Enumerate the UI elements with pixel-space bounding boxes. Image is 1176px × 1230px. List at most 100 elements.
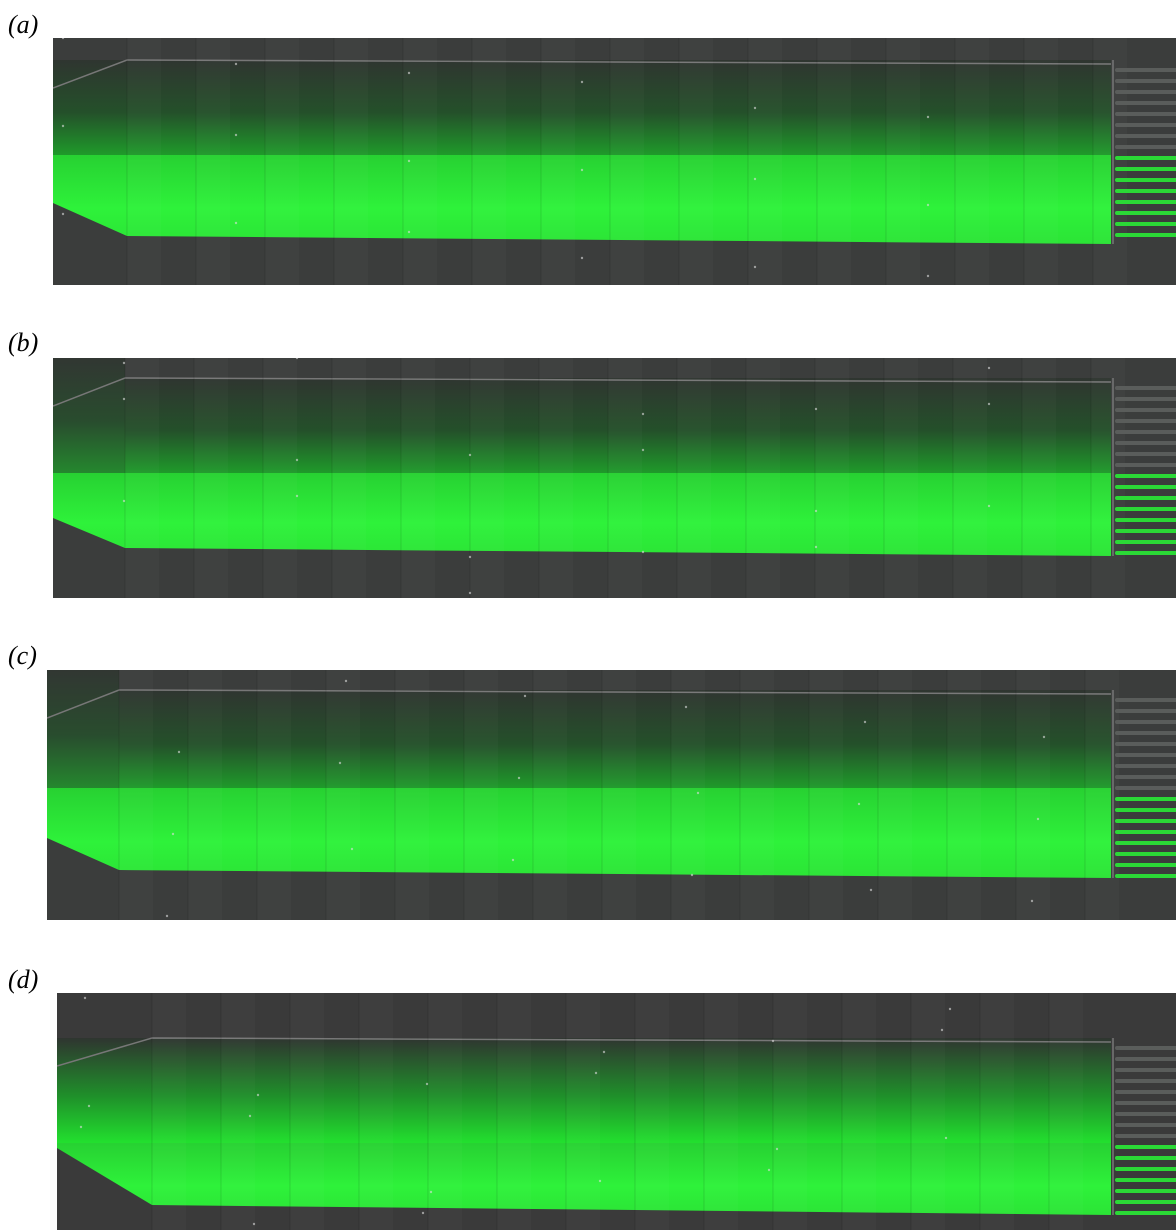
outlet <box>1115 134 1176 138</box>
speck <box>1036 817 1040 821</box>
tile-shade <box>677 358 711 598</box>
speck <box>234 62 238 66</box>
speck <box>468 453 472 457</box>
channel-line <box>47 689 1112 719</box>
micrograph <box>47 670 1176 920</box>
tile-shade <box>152 993 186 1230</box>
outlet <box>1115 698 1176 702</box>
speck <box>295 458 299 462</box>
tile-shade <box>472 38 506 285</box>
outlet <box>1115 408 1176 412</box>
tile-shade <box>401 358 435 598</box>
speck <box>468 555 472 559</box>
speck <box>814 407 818 411</box>
outlet <box>1115 1046 1176 1050</box>
speck <box>987 504 991 508</box>
micrograph <box>53 358 1176 598</box>
outlet <box>1115 518 1176 522</box>
outlet <box>1115 200 1176 204</box>
tile-shade <box>332 358 366 598</box>
speck <box>165 914 169 918</box>
speck <box>429 1190 433 1194</box>
tile-shade <box>470 358 504 598</box>
tile-shade <box>980 993 1014 1230</box>
tile-shade <box>196 38 230 285</box>
speck <box>421 1211 425 1215</box>
speck <box>248 1114 252 1118</box>
outlet <box>1115 397 1176 401</box>
speck <box>641 448 645 452</box>
outlet <box>1115 764 1176 768</box>
outlet <box>1115 419 1176 423</box>
speck <box>517 776 521 780</box>
tile-shade <box>263 358 297 598</box>
speck <box>775 1147 779 1151</box>
outlet <box>1115 1178 1176 1182</box>
speck <box>61 212 65 216</box>
speck <box>234 221 238 225</box>
outlet <box>1115 90 1176 94</box>
speck <box>295 494 299 498</box>
speck <box>940 1028 944 1032</box>
speck <box>61 124 65 128</box>
tile-shade <box>740 670 774 920</box>
tile-shade <box>1016 670 1050 920</box>
outlet <box>1115 731 1176 735</box>
tile-shade <box>1024 38 1058 285</box>
tile-shade <box>1022 358 1056 598</box>
corner <box>47 670 119 788</box>
tile-shade <box>817 38 851 285</box>
outlet <box>1115 753 1176 757</box>
tile-shade <box>257 670 291 920</box>
outlet <box>1115 852 1176 856</box>
speck <box>863 720 867 724</box>
outlet <box>1115 79 1176 83</box>
speck <box>252 1222 256 1226</box>
speck <box>926 274 930 278</box>
tile-shade <box>541 38 575 285</box>
tile-shade <box>359 993 393 1230</box>
speck <box>987 402 991 406</box>
outlet <box>1115 1057 1176 1061</box>
tile-shade <box>497 993 531 1230</box>
tile-shade <box>1093 38 1127 285</box>
tile-shade <box>635 993 669 1230</box>
outlet <box>1115 112 1176 116</box>
outlet <box>1115 775 1176 779</box>
outlet <box>1115 211 1176 215</box>
speck <box>857 802 861 806</box>
tile-shade <box>221 993 255 1230</box>
speck <box>814 509 818 513</box>
outlet <box>1115 1123 1176 1127</box>
outlet <box>1115 797 1176 801</box>
speck <box>425 1082 429 1086</box>
speck <box>641 550 645 554</box>
outlet <box>1115 841 1176 845</box>
speck <box>122 361 126 365</box>
speck <box>234 133 238 137</box>
panel-label: (a) <box>8 10 38 39</box>
outlet <box>1115 145 1176 149</box>
speck <box>295 358 299 360</box>
channel-line <box>53 59 1112 89</box>
speck <box>1042 735 1046 739</box>
speck <box>869 888 873 892</box>
tile-shade <box>911 993 945 1230</box>
tile-shade <box>395 670 429 920</box>
speck <box>122 499 126 503</box>
outlet <box>1115 1112 1176 1116</box>
panel-label: (c) <box>8 641 37 670</box>
outlet <box>1115 720 1176 724</box>
outlet <box>1115 101 1176 105</box>
speck <box>350 847 354 851</box>
speck <box>771 1039 775 1043</box>
outlet <box>1115 452 1176 456</box>
outlet <box>1115 178 1176 182</box>
outlet <box>1115 808 1176 812</box>
tile-shade <box>947 670 981 920</box>
outlet <box>1115 1090 1176 1094</box>
speck <box>407 71 411 75</box>
speck <box>338 761 342 765</box>
tile-shade <box>464 670 498 920</box>
